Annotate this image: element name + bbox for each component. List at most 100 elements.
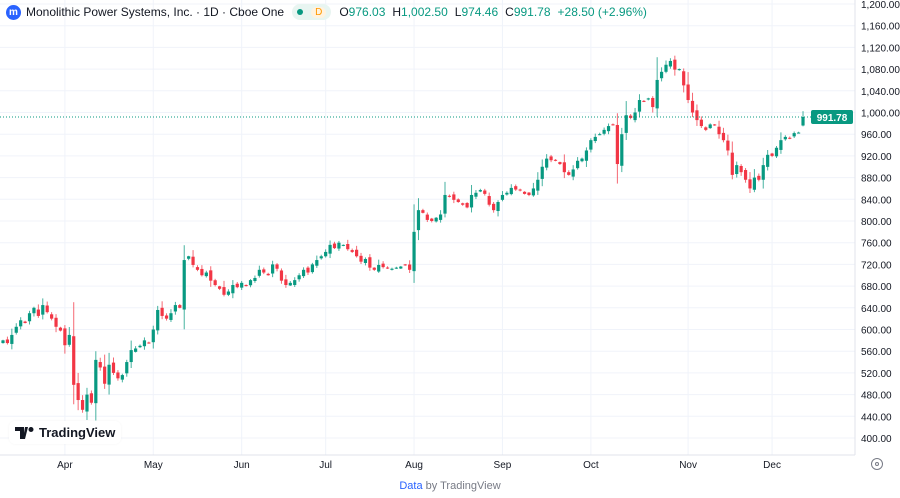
- candle-up: [598, 134, 602, 136]
- y-tick-label: 960.00: [861, 130, 892, 141]
- tradingview-logo[interactable]: TradingView: [9, 421, 122, 444]
- candle-up: [310, 264, 314, 273]
- candle-up: [783, 136, 787, 140]
- candle-down: [164, 315, 169, 319]
- candle-up: [774, 147, 779, 157]
- y-tick-label: 720.00: [861, 260, 892, 271]
- candle-up: [151, 329, 155, 343]
- y-tick-label: 1,040.00: [861, 87, 900, 98]
- candle-up: [394, 267, 398, 269]
- candle-up: [545, 158, 549, 168]
- candle-down: [615, 124, 619, 165]
- candle-down: [487, 196, 491, 205]
- candle-up: [438, 214, 443, 220]
- candle-up: [659, 71, 664, 79]
- candle-up: [10, 334, 14, 344]
- candle-down: [72, 336, 76, 385]
- candle-down: [770, 153, 774, 156]
- x-tick-label: Jul: [319, 460, 332, 471]
- candle-up: [505, 192, 509, 195]
- candle-up: [735, 165, 739, 175]
- candle-up: [231, 285, 235, 294]
- ohlc-close: C991.78: [505, 5, 550, 19]
- symbol-title[interactable]: Monolithic Power Systems, Inc. · 1D · Cb…: [26, 5, 285, 19]
- candle-down: [368, 257, 372, 268]
- candle-down: [191, 256, 195, 265]
- candle-up: [341, 244, 345, 246]
- candle-down: [54, 317, 58, 327]
- candle-up: [576, 160, 580, 169]
- candle-down: [346, 244, 350, 250]
- candle-up: [399, 266, 403, 269]
- candle-up: [226, 291, 231, 295]
- candle-up: [509, 187, 513, 195]
- candle-up: [253, 277, 257, 282]
- ohlc-low: L974.46: [455, 5, 498, 19]
- y-tick-label: 480.00: [861, 391, 892, 402]
- candle-down: [217, 286, 222, 289]
- candle-up: [589, 140, 593, 150]
- x-tick-label: Jun: [234, 460, 250, 471]
- candle-down: [45, 305, 49, 313]
- candle-up: [469, 194, 474, 208]
- market-open-dot-icon: [297, 9, 304, 15]
- candle-up: [94, 359, 98, 404]
- candle-down: [425, 214, 429, 220]
- candle-up: [156, 309, 160, 331]
- candle-down: [743, 170, 748, 180]
- y-tick-label: 520.00: [861, 369, 892, 380]
- x-tick-label: Apr: [57, 460, 73, 471]
- footer-text: by TradingView: [422, 480, 501, 492]
- y-tick-label: 640.00: [861, 304, 892, 315]
- settings-gear-icon[interactable]: [871, 458, 883, 470]
- ohlc-close-label: C: [505, 5, 514, 19]
- candle-up: [761, 165, 765, 180]
- candle-up: [801, 116, 805, 126]
- candle-down: [421, 210, 425, 213]
- data-link[interactable]: Data: [399, 480, 423, 492]
- ohlc-high-label: H: [392, 5, 402, 19]
- candle-down: [381, 263, 385, 268]
- candle-up: [624, 115, 628, 133]
- candle-down: [739, 165, 743, 173]
- candle-up: [134, 348, 138, 352]
- market-status-pill[interactable]: D: [292, 4, 332, 20]
- candle-up: [531, 188, 535, 196]
- candle-up: [41, 305, 45, 315]
- y-tick-label: 1,120.00: [861, 43, 900, 54]
- candle-up: [792, 133, 796, 137]
- x-tick-label: Nov: [679, 460, 697, 471]
- x-tick-label: Aug: [405, 460, 423, 471]
- tradingview-icon: [15, 426, 34, 439]
- candle-up: [606, 126, 611, 132]
- candle-down: [213, 280, 217, 286]
- candle-down: [116, 372, 120, 379]
- candle-up: [27, 313, 32, 322]
- candle-down: [195, 267, 200, 270]
- candle-up: [584, 150, 589, 161]
- candle-down: [651, 97, 655, 108]
- candle-down: [178, 305, 182, 308]
- candle-up: [708, 124, 712, 129]
- y-tick-label: 1,160.00: [861, 22, 900, 33]
- candle-down: [447, 195, 452, 197]
- candle-down: [244, 285, 248, 287]
- candle-down: [713, 124, 717, 126]
- ohlc-close-value: 991.78: [513, 5, 551, 19]
- candle-down: [699, 119, 703, 127]
- candle-down: [147, 342, 151, 344]
- candle-down: [721, 132, 726, 141]
- candle-down: [452, 194, 456, 200]
- candle-up: [646, 98, 650, 100]
- candle-up: [19, 320, 23, 327]
- candle-up: [593, 136, 597, 142]
- candle-up: [120, 375, 124, 380]
- candle-up: [125, 362, 129, 374]
- candle-down: [642, 100, 646, 102]
- candle-up: [540, 166, 544, 179]
- candle-down: [160, 307, 164, 316]
- candle-down: [279, 270, 284, 281]
- candle-down: [89, 393, 93, 403]
- candle-up: [412, 231, 416, 272]
